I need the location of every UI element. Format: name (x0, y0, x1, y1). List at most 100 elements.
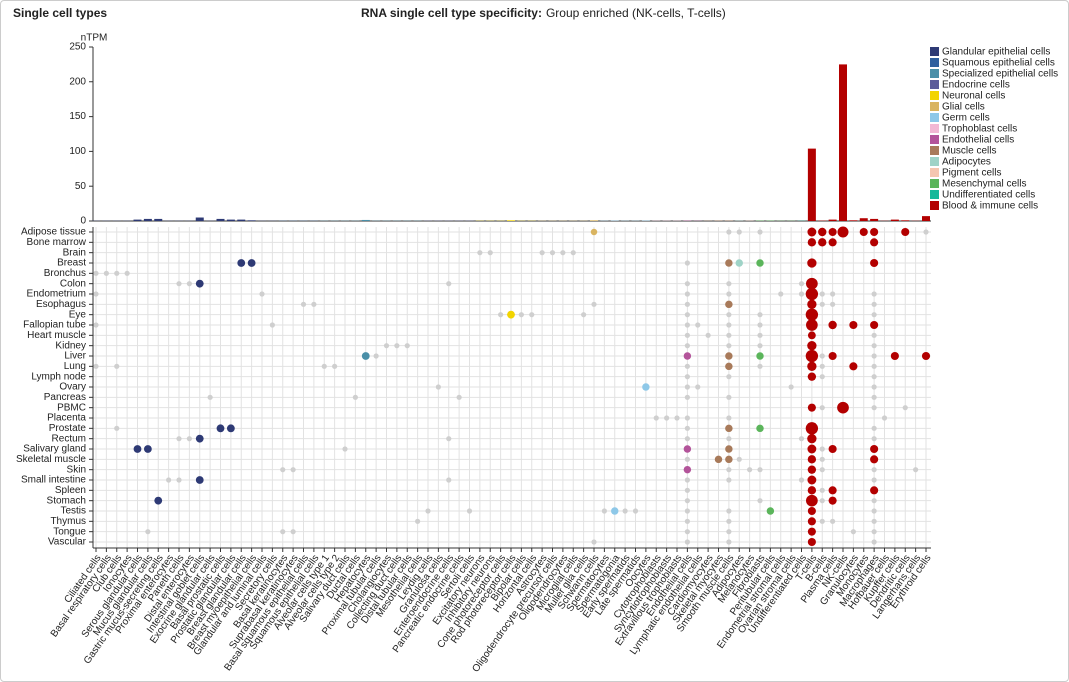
dot (757, 312, 763, 318)
legend-swatch (930, 146, 939, 155)
dot-enriched (870, 444, 879, 454)
dot (684, 281, 690, 287)
dot (684, 425, 690, 431)
dot-enriched (859, 227, 868, 237)
dot-enriched (807, 527, 816, 536)
row-label: Brain (63, 247, 86, 258)
dot (684, 384, 690, 390)
row-label: Stomach (47, 495, 86, 506)
dot (145, 529, 151, 535)
dot (819, 518, 825, 524)
dot-enriched (828, 444, 837, 454)
dot-enriched (870, 258, 879, 268)
dot-enriched (901, 227, 910, 237)
row-label: Lymph node (31, 371, 86, 382)
dot (726, 436, 732, 442)
legend-swatch (930, 201, 939, 210)
row-label: Skeletal muscle (16, 454, 86, 465)
dot (819, 487, 825, 493)
y-tick-label: 200 (69, 76, 86, 87)
row-label: Thymus (50, 516, 86, 527)
dot-enriched (828, 486, 837, 495)
dot (913, 467, 919, 473)
dot (830, 301, 836, 307)
dot (529, 312, 535, 318)
dot-enriched (714, 455, 723, 464)
row-label: Heart muscle (27, 330, 86, 341)
y-tick-label: 50 (75, 181, 87, 192)
dot (114, 270, 120, 276)
row-label: Small intestine (21, 475, 86, 486)
legend-label: Specialized epithelial cells (942, 69, 1058, 80)
dot (830, 518, 836, 524)
dot-enriched (766, 507, 775, 515)
dot-enriched (807, 372, 817, 381)
legend-label: Mesenchymal cells (942, 179, 1026, 190)
dot-enriched (807, 506, 816, 516)
dot-enriched (870, 227, 879, 237)
dot-enriched (133, 445, 142, 453)
bar (237, 219, 246, 221)
dot (726, 229, 732, 235)
dot (684, 291, 690, 297)
dot (632, 508, 639, 514)
dot-enriched (195, 476, 204, 484)
dot (549, 250, 556, 256)
dot (819, 301, 825, 307)
dot-enriched (807, 258, 817, 268)
dot-enriched (756, 259, 764, 267)
dot-enriched (143, 445, 152, 453)
dot (674, 415, 680, 421)
dot (176, 436, 182, 442)
dot (726, 539, 732, 545)
row-label: Rectum (52, 433, 86, 444)
dot (726, 374, 732, 380)
dot (311, 301, 317, 307)
dot (342, 446, 348, 452)
bar (590, 220, 598, 221)
dot-enriched (683, 445, 692, 453)
dot (726, 343, 732, 349)
legend-label: Neuronal cells (942, 91, 1005, 102)
dot (684, 260, 690, 266)
dot (622, 508, 628, 514)
dot-enriched (807, 331, 816, 340)
dot-enriched (756, 352, 764, 360)
dot (591, 301, 597, 307)
dot (383, 343, 390, 349)
dot (871, 498, 877, 504)
dot (456, 394, 462, 400)
row-label: Skin (67, 464, 86, 475)
dot (207, 394, 213, 400)
dot (871, 539, 877, 545)
row-label: Liver (64, 351, 86, 362)
dot-enriched (807, 361, 817, 371)
bar (247, 220, 256, 221)
dot (684, 529, 690, 535)
dot (726, 415, 732, 421)
dot (591, 539, 597, 545)
dot (871, 394, 877, 400)
dot-enriched (590, 228, 598, 236)
dot (518, 312, 524, 318)
dot-enriched (828, 238, 837, 247)
bar (839, 64, 847, 222)
row-label: Breast (57, 258, 86, 269)
dot-enriched (683, 465, 692, 474)
row-label: Lung (64, 361, 86, 372)
dot (352, 394, 358, 400)
dot-enriched (805, 308, 819, 321)
dot (871, 425, 877, 431)
dot-enriched (828, 227, 837, 237)
dot-enriched (683, 352, 692, 360)
dot-enriched (725, 259, 733, 267)
row-label: Fallopian tube (23, 320, 86, 331)
dot-enriched (818, 227, 827, 237)
dot (871, 529, 877, 535)
dot-enriched (818, 238, 827, 247)
dot (415, 518, 421, 524)
dot-enriched (837, 226, 849, 238)
legend-swatch (930, 91, 939, 100)
legend-label: Endothelial cells (942, 135, 1014, 146)
